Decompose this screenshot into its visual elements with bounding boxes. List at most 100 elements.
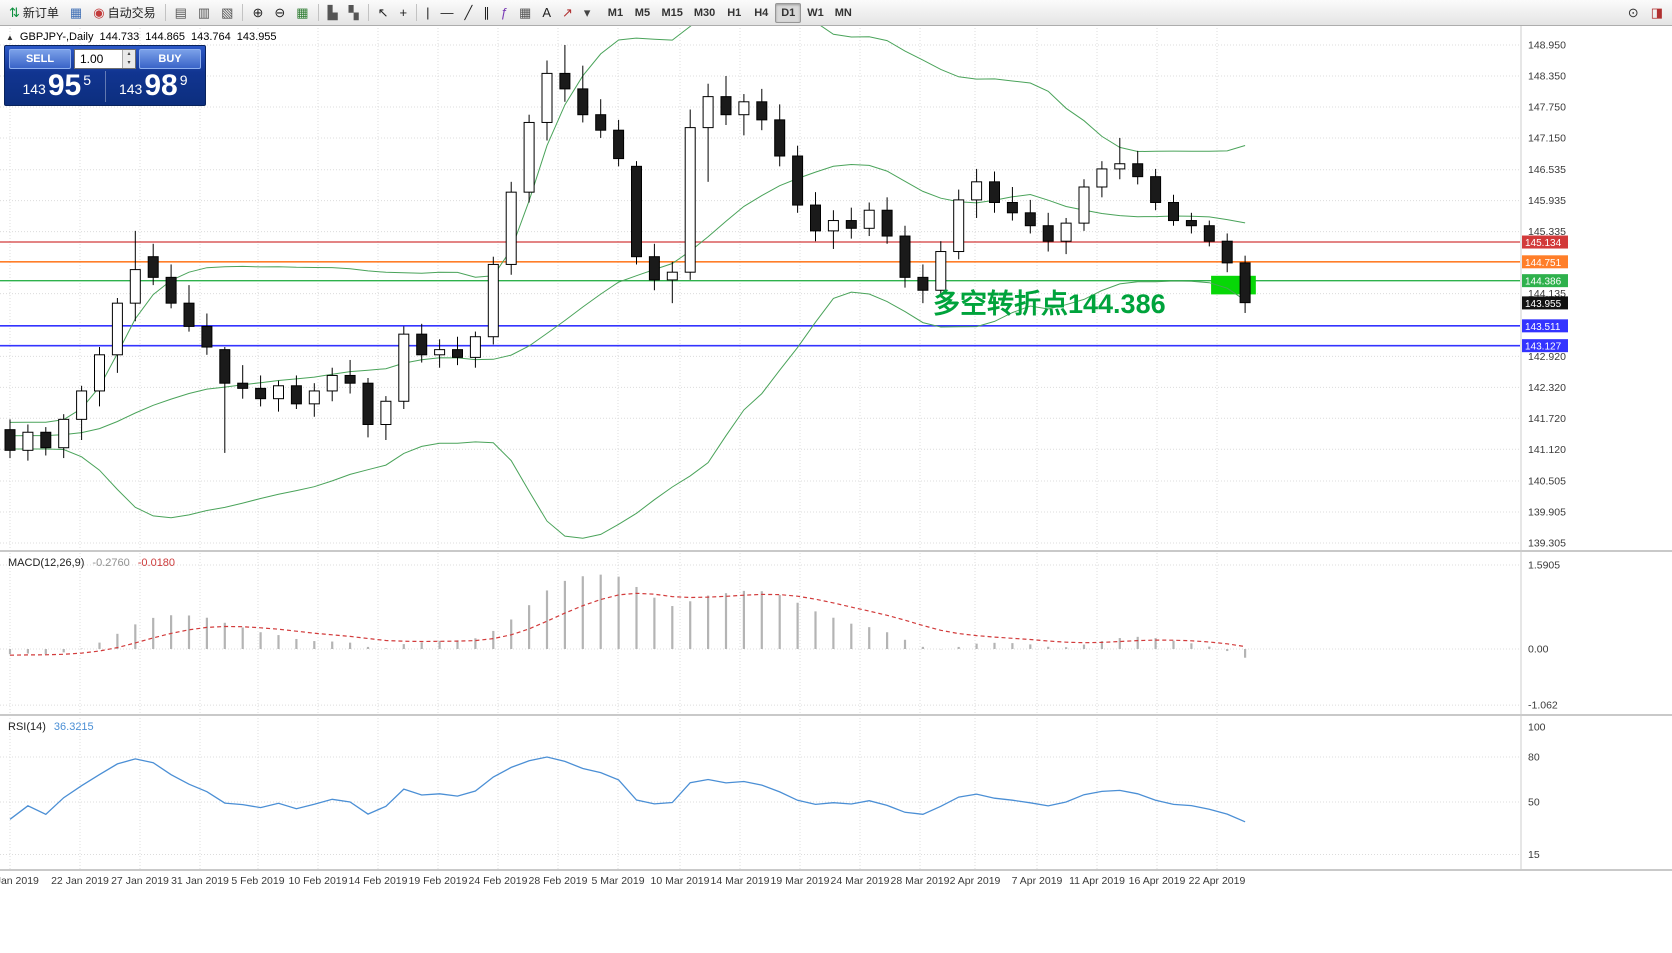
arrows-button[interactable]: ↗ [557,2,578,23]
one-click-trading-panel: SELL 1.00 ▴ ▾ BUY 143 95 5 143 98 9 [4,45,206,106]
horizontal-price-lines [0,241,1520,347]
candle-body [971,181,983,201]
tools-dropdown-button[interactable]: ▾ [579,2,596,23]
candle-body [129,269,141,304]
buy-price[interactable]: 143 98 9 [106,71,202,102]
rsi-axis-label: 50 [1528,797,1540,809]
price-axis-label: 141.720 [1528,413,1566,425]
sell-button[interactable]: SELL [9,49,71,69]
timeframe-h1-button[interactable]: H1 [721,3,747,23]
cascade-windows-button[interactable]: ▚ [344,2,364,23]
new-order-button[interactable]: ⇅ 新订单 [4,2,64,23]
candle-body [774,119,786,157]
price-axis-label: 139.305 [1528,538,1566,550]
date-label: 14 Feb 2019 [349,875,408,887]
candle-body [666,271,678,281]
channel-icon: ∥ [483,5,490,20]
candle-body [434,349,446,356]
channel-button[interactable]: ∥ [478,2,495,23]
date-label: 19 Mar 2019 [771,875,830,887]
bars-view-button[interactable]: ▤ [170,2,192,23]
price-axis-label: 140.505 [1528,476,1566,488]
collapse-triangle-icon[interactable]: ▲ [6,32,14,42]
candles-view-button[interactable]: ▥ [193,2,215,23]
volume-up-button[interactable]: ▴ [123,50,135,59]
date-label: 22 Apr 2019 [1189,875,1246,887]
bollinger-middle-band [9,163,1246,437]
sell-price[interactable]: 143 95 5 [9,71,106,102]
news-button[interactable]: ◨ [1646,2,1668,23]
price-axis-label: 142.920 [1528,351,1566,363]
candle-body [58,418,70,449]
volume-value[interactable]: 1.00 [80,52,104,66]
volume-spin-controls: ▴ ▾ [122,50,135,68]
candle-body [1239,262,1251,304]
chart-canvas[interactable]: 148.950 148.350 147.750 147.150 146.535 145.9… [0,26,1672,953]
shapes-button[interactable]: ▦ [514,2,536,23]
autotrading-button[interactable]: ◉ 自动交易 [88,2,160,23]
candle-body [416,333,428,356]
price-badge [1522,296,1568,310]
date-label: 10 Mar 2019 [651,875,710,887]
horizontal-line-button[interactable]: — [435,2,458,23]
cursor-button[interactable]: ↖ [373,2,394,23]
price-badge [1522,319,1568,333]
crosshair-button[interactable]: + [394,2,412,23]
volume-spinner[interactable]: 1.00 ▴ ▾ [74,49,136,69]
timeframe-w1-button[interactable]: W1 [802,3,829,23]
candle-body [792,155,804,206]
bollinger-upper-band [9,26,1246,423]
timeframe-m30-button[interactable]: M30 [689,3,720,23]
price-badge-label: 143.955 [1525,299,1562,310]
candle-body [201,325,213,348]
vertical-line-button[interactable]: | [421,2,434,23]
macd-axis-label: -1.062 [1528,700,1558,712]
chart-windows-button[interactable]: ▦ [65,2,87,23]
timeframe-mn-button[interactable]: MN [830,3,857,23]
low-value: 143.764 [191,31,231,43]
date-label: 31 Jan 2019 [171,875,229,887]
news-icon: ◨ [1650,5,1663,20]
zoom-out-button[interactable]: ⊖ [269,2,290,23]
panel-separator[interactable] [0,550,1672,552]
new-order-icon: ⇅ [9,5,20,20]
date-label: 28 Feb 2019 [529,875,588,887]
candle-body [76,390,88,420]
timeframe-group: M1 M5 M15 M30 H1 H4 D1 W1 MN [602,2,857,23]
candle-body [613,129,625,160]
volume-down-button[interactable]: ▾ [123,59,135,68]
autotrading-icon: ◉ [93,5,105,20]
timeframe-h4-button[interactable]: H4 [748,3,774,23]
grid-button[interactable]: ▦ [291,2,313,23]
date-label: 5 Feb 2019 [231,875,284,887]
toolbar-separator [416,4,418,21]
timeframe-d1-button[interactable]: D1 [775,2,802,23]
candle-body [1150,176,1162,203]
price-badge [1522,274,1568,288]
date-label: 19 Feb 2019 [409,875,468,887]
candle-body [577,88,589,116]
timeframe-m5-button[interactable]: M5 [629,3,655,23]
fibonacci-button[interactable]: ƒ [496,2,513,23]
panel-separator[interactable] [0,714,1672,716]
shapes-icon: ▦ [519,5,532,20]
search-symbols-button[interactable]: ⊙ [1623,2,1644,23]
chart-window: 148.950 148.350 147.750 147.150 146.535 145.9… [0,26,1672,953]
tile-windows-button[interactable]: ▙ [323,2,343,23]
price-axis-label: 141.120 [1528,444,1566,456]
panel-separator[interactable] [0,869,1672,871]
trendline-button[interactable]: ╱ [459,2,477,23]
date-label: 24 Feb 2019 [469,875,528,887]
candle-body [541,72,553,123]
text-button[interactable]: A [537,2,556,23]
zoom-in-button[interactable]: ⊕ [247,2,268,23]
symbol-period-label: GBPJPY-,Daily [19,31,94,43]
timeframe-m1-button[interactable]: M1 [602,3,628,23]
timeframe-m15-button[interactable]: M15 [656,3,687,23]
candle-body [720,96,732,116]
line-view-button[interactable]: ▧ [216,2,238,23]
macd-axis-label: 0.00 [1528,644,1549,656]
buy-button[interactable]: BUY [139,49,201,69]
candle-body [40,431,52,449]
toolbar-separator [317,4,319,21]
